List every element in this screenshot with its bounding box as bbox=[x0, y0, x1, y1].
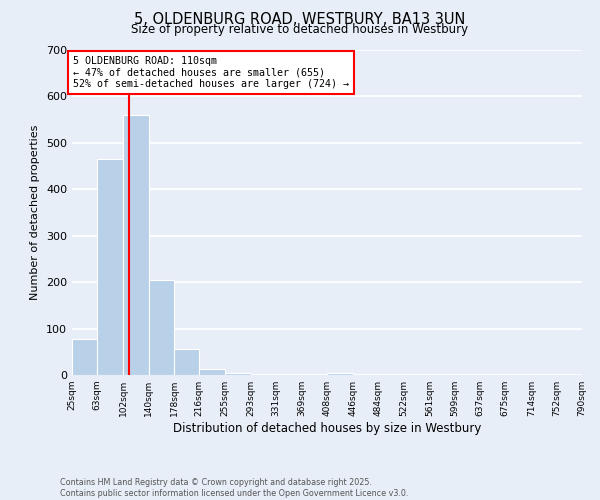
Bar bbox=[72, 339, 97, 375]
Bar bbox=[226, 372, 251, 375]
Text: 5, OLDENBURG ROAD, WESTBURY, BA13 3UN: 5, OLDENBURG ROAD, WESTBURY, BA13 3UN bbox=[134, 12, 466, 28]
Bar bbox=[174, 350, 199, 375]
Y-axis label: Number of detached properties: Number of detached properties bbox=[31, 125, 40, 300]
Text: Contains HM Land Registry data © Crown copyright and database right 2025.
Contai: Contains HM Land Registry data © Crown c… bbox=[60, 478, 409, 498]
Bar bbox=[199, 369, 226, 375]
Bar bbox=[149, 280, 174, 375]
Text: 5 OLDENBURG ROAD: 110sqm
← 47% of detached houses are smaller (655)
52% of semi-: 5 OLDENBURG ROAD: 110sqm ← 47% of detach… bbox=[73, 56, 349, 89]
Text: Size of property relative to detached houses in Westbury: Size of property relative to detached ho… bbox=[131, 22, 469, 36]
X-axis label: Distribution of detached houses by size in Westbury: Distribution of detached houses by size … bbox=[173, 422, 481, 435]
Bar bbox=[124, 115, 149, 375]
Bar bbox=[328, 372, 353, 375]
Bar bbox=[97, 159, 124, 375]
